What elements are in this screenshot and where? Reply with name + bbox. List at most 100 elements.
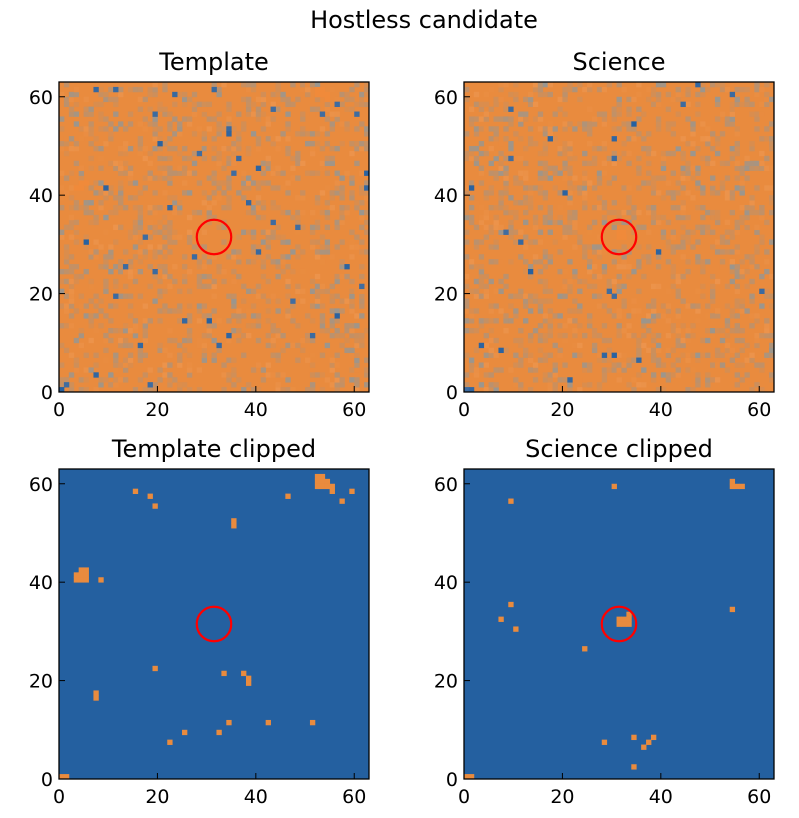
noise-pixel (557, 323, 563, 329)
noise-pixel (710, 180, 716, 186)
clipped-pixel (729, 606, 736, 613)
noise-pixel (705, 209, 711, 216)
noise-pixel (591, 328, 598, 334)
noise-pixel (265, 254, 271, 260)
noise-pixel (665, 244, 672, 250)
noise-pixel (191, 111, 198, 117)
noise-pixel (601, 264, 608, 270)
noise-pixel (700, 82, 706, 88)
noise-pixel (98, 205, 104, 211)
noise-pixel (127, 111, 134, 117)
clipped-pixel (167, 739, 173, 745)
noise-pixel (508, 145, 514, 152)
noise-pixel (769, 195, 774, 201)
noise-pixel (729, 313, 736, 319)
noise-pixel (147, 150, 153, 157)
noise-pixel (113, 160, 119, 167)
noise-pixel (319, 313, 326, 319)
noise-pixel (650, 209, 657, 216)
noise-pixel (108, 209, 114, 216)
noise-pixel (596, 195, 603, 201)
noise-pixel (542, 332, 549, 339)
noise-pixel (464, 209, 470, 216)
noise-pixel (724, 249, 731, 255)
noise-pixel (344, 205, 350, 211)
noise-pixel (557, 145, 563, 152)
noise-pixel (616, 377, 622, 383)
noise-pixel (157, 367, 163, 373)
noise-pixel (201, 145, 208, 152)
noise-pixel (611, 126, 617, 132)
noise-pixel (191, 160, 198, 167)
noise-pixel (255, 254, 262, 260)
noise-pixel (754, 185, 760, 191)
noise-pixel (562, 293, 568, 299)
noise-pixel (186, 318, 193, 324)
noise-pixel (714, 150, 721, 157)
noise-pixel (646, 259, 652, 265)
noise-pixel (503, 155, 509, 162)
noise-pixel (132, 219, 139, 226)
noise-pixel (759, 387, 765, 392)
noise-pixel (226, 318, 232, 324)
noise-pixel (523, 318, 529, 324)
noise-pixel (483, 288, 490, 294)
noise-pixel (670, 362, 676, 368)
noise-pixel (591, 185, 598, 191)
noise-pixel (118, 268, 124, 275)
noise-pixel (59, 205, 65, 211)
noise-pixel (714, 278, 721, 285)
noise-pixel (542, 165, 549, 171)
noise-pixel (177, 121, 183, 127)
noise-pixel (250, 234, 257, 240)
noise-pixel (63, 303, 70, 309)
noise-pixel (631, 377, 637, 383)
noise-pixel (260, 239, 267, 245)
noise-pixel (122, 249, 129, 255)
noise-pixel (78, 165, 85, 171)
noise-pixel (562, 121, 568, 127)
noise-pixel (132, 195, 139, 201)
noise-pixel (231, 332, 237, 339)
noise-pixel (690, 121, 696, 127)
noise-pixel (744, 86, 750, 93)
noise-pixel (83, 131, 89, 137)
noise-pixel (508, 224, 514, 231)
x-tick-label: 40 (649, 399, 673, 421)
noise-pixel (182, 337, 188, 344)
noise-pixel (265, 160, 271, 167)
noise-pixel (636, 337, 642, 344)
noise-pixel (734, 175, 740, 181)
noise-pixel (270, 323, 276, 329)
noise-pixel (359, 185, 365, 191)
noise-pixel (577, 82, 583, 88)
noise-pixel (744, 357, 750, 363)
noise-pixel (314, 96, 321, 103)
noise-pixel (157, 278, 163, 285)
noise-pixel (503, 126, 509, 132)
noise-pixel (122, 367, 129, 373)
noise-pixel (754, 337, 760, 344)
noise-pixel (552, 387, 558, 392)
noise-pixel (142, 337, 148, 344)
noise-pixel (226, 160, 232, 167)
noise-pixel (255, 205, 262, 211)
noise-pixel (523, 303, 529, 309)
noise-pixel (680, 150, 686, 157)
noise-pixel (616, 308, 622, 314)
noise-pixel (280, 268, 286, 275)
noise-pixel (734, 160, 740, 167)
noise-pixel (280, 347, 286, 354)
noise-pixel (769, 200, 774, 206)
noise-pixel (270, 200, 276, 206)
noise-pixel (572, 86, 578, 93)
noise-pixel (464, 185, 470, 191)
noise-pixel (270, 165, 276, 171)
noise-pixel (329, 362, 335, 368)
noise-pixel (68, 264, 75, 270)
noise-pixel (137, 121, 144, 127)
noise-pixel (334, 273, 340, 280)
noise-pixel (354, 357, 360, 363)
noise-pixel (523, 116, 529, 122)
noise-pixel (334, 308, 340, 314)
